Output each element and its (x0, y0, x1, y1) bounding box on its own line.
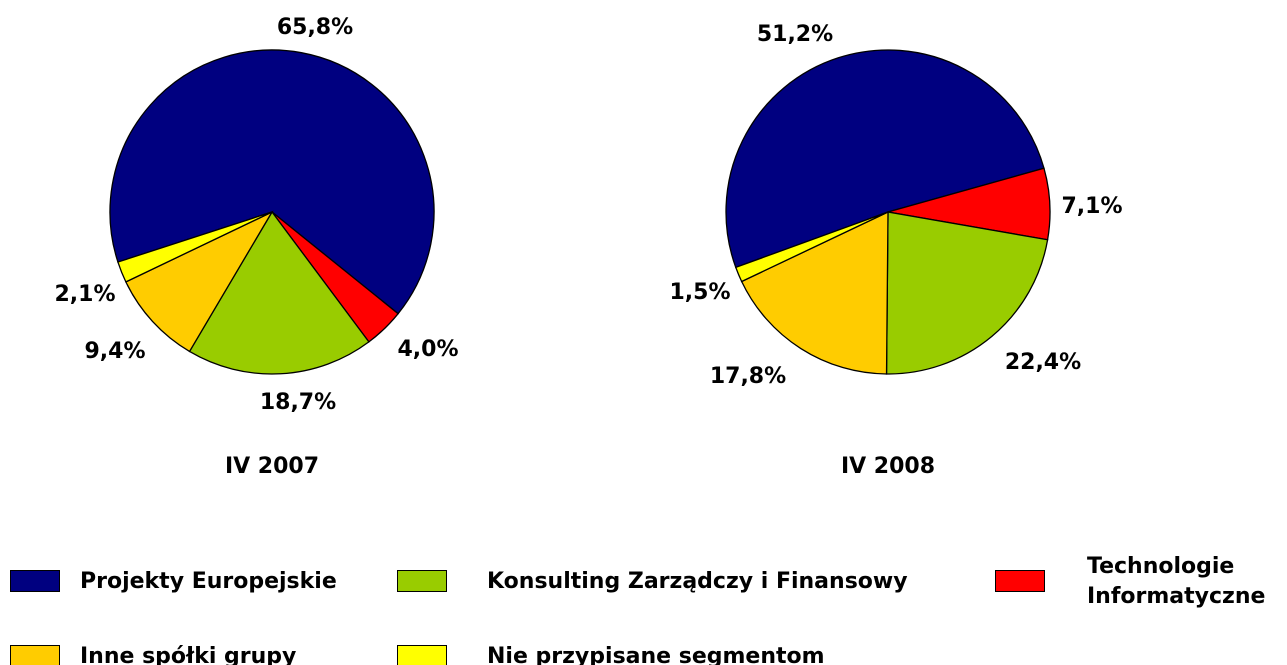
legend-label: Konsulting Zarządczy i Finansowy (487, 569, 908, 594)
pie-slice (725, 49, 1045, 269)
pie-slice (109, 49, 435, 315)
pie-slice (734, 211, 889, 283)
data-label: 1,5% (669, 280, 730, 305)
pie-title: IV 2007 (225, 454, 319, 479)
data-label: 2,1% (54, 282, 115, 307)
pie-slice (117, 211, 273, 283)
data-label: 4,0% (397, 337, 458, 362)
pie-slice (188, 210, 370, 375)
pie-slice (124, 210, 274, 353)
data-label: 7,1% (1061, 194, 1122, 219)
legend-label: Technologie Informatyczne (1087, 554, 1266, 609)
legend-swatch (10, 645, 60, 665)
legend-swatch (397, 570, 447, 592)
data-label: 65,8% (277, 15, 353, 40)
pie-slice (740, 210, 889, 375)
pie-slice (885, 211, 1049, 375)
legend-swatch (10, 570, 60, 592)
data-label: 9,4% (84, 339, 145, 364)
legend-swatch (397, 645, 447, 665)
data-label: 18,7% (260, 390, 336, 415)
data-label: 17,8% (710, 364, 786, 389)
data-label: 51,2% (757, 22, 833, 47)
data-label: 22,4% (1005, 350, 1081, 375)
legend-label: Projekty Europejskie (80, 569, 337, 594)
legend-label: Inne spółki grupy (80, 644, 297, 665)
legend-swatch (995, 570, 1045, 592)
legend-label: Nie przypisane segmentom (487, 644, 825, 665)
pie-title: IV 2008 (841, 454, 935, 479)
